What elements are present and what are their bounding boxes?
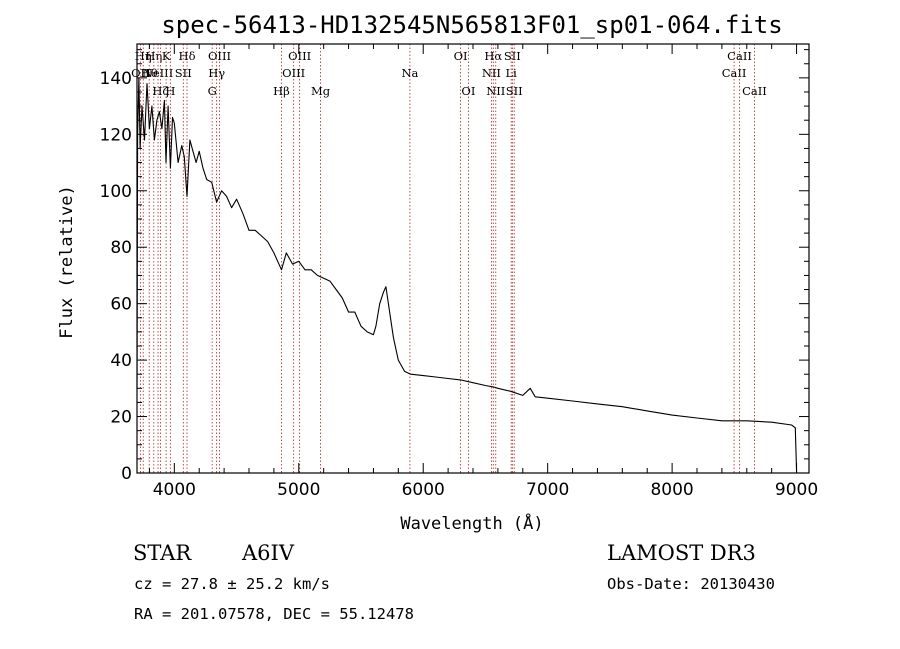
x-tick-label: 4000 [153,480,196,500]
x-tick-label: 8000 [650,480,693,500]
line-marker-label: SII [175,66,192,80]
line-marker-label: OI [454,49,468,63]
survey-name: LAMOST DR3 [607,541,756,565]
line-marker-label: Hβ [273,84,290,98]
line-marker-label: OII [131,66,150,80]
y-tick-label: 40 [110,351,132,371]
chart-title: spec-56413-HD132545N565813F01_sp01-064.f… [161,11,782,39]
coordinates: RA = 201.07578, DEC = 55.12478 [134,605,414,623]
line-marker-label: Hδ [179,49,196,63]
x-tick-label: 5000 [277,480,320,500]
line-markers: OIIHηHθHηNeIIIHζKHSIIHδGHγOIIIHβOIIIOIII… [131,44,767,473]
spectrum-line [136,77,798,474]
line-marker-label: K [162,49,171,63]
obs-date: Obs-Date: 20130430 [607,575,775,593]
line-marker-label: NII [482,66,501,80]
line-marker-label: Na [401,66,418,80]
line-marker-label: NII [486,84,505,98]
line-marker-label: Hα [484,49,502,63]
y-tick-label: 20 [110,408,132,428]
line-marker-label: NeIII [143,66,174,80]
y-tick-label: 60 [110,295,132,315]
x-tick-label: 9000 [775,480,818,500]
line-marker-label: Li [506,66,518,80]
line-marker-label: CaII [727,49,752,63]
x-axis: 4000 5000 6000 7000 8000 9000 [148,44,818,500]
line-marker-label: OIII [208,49,231,63]
x-tick-label: 6000 [402,480,445,500]
line-marker-label: G [208,84,217,98]
x-tick-label: 7000 [526,480,569,500]
line-marker-label: SII [506,84,523,98]
y-tick-label: 100 [100,182,132,202]
line-marker-label: OIII [282,66,305,80]
line-marker-label: CaII [742,84,767,98]
redshift-info: cz = 27.8 ± 25.2 km/s [134,575,330,593]
y-tick-label: 0 [121,464,132,484]
object-subclass: A6IV [241,541,295,565]
line-marker-label: OIII [288,49,311,63]
line-marker-label: Hη [135,49,152,63]
y-axis-label: Flux (relative) [57,185,77,339]
line-marker-label: Hζ [152,84,168,98]
line-marker-label: CaII [722,66,747,80]
object-class: STAR [133,541,192,565]
line-marker-label: OI [461,84,475,98]
y-tick-label: 80 [110,238,132,258]
line-marker-label: H [165,84,175,98]
x-axis-label: Wavelength (Å) [400,512,543,534]
y-tick-label: 120 [100,125,132,145]
y-tick-label: 140 [100,69,132,89]
plot-frame [136,43,810,474]
line-marker-label: Hη [145,49,162,63]
line-marker-label: SII [504,49,521,63]
line-marker-label: Hγ [208,66,225,80]
y-axis: 0 20 40 60 80 100 120 140 [100,49,809,484]
line-marker-label: Mg [311,84,331,98]
